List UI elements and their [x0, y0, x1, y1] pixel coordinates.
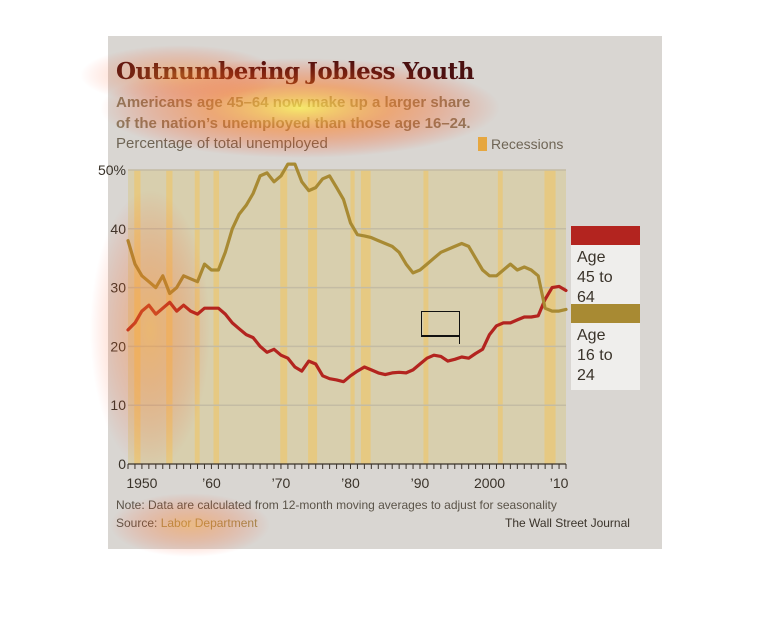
legend-label-45-64-line1: Age: [577, 249, 606, 266]
y-tick-label-30: 30: [110, 280, 126, 296]
y-tick-label-40: 40: [110, 221, 126, 237]
x-tick-label-1990: ’90: [411, 475, 430, 491]
selection-box: [421, 311, 460, 337]
x-tick-label-2000: 2000: [474, 475, 505, 491]
recession-band-3: [213, 170, 220, 464]
recession-band-10: [544, 170, 556, 464]
recession-band-7: [360, 170, 371, 464]
y-tick-label-10: 10: [110, 397, 126, 413]
y-axis-label: Percentage of total unemployed: [116, 135, 328, 152]
x-tick-label-2010: ’10: [550, 475, 569, 491]
y-tick-label-20: 20: [110, 338, 126, 354]
chart-subtitle-line-1: Americans age 45–64 now make up a larger…: [116, 94, 471, 111]
recession-band-2: [194, 170, 200, 464]
legend-label-45-64-line2: 45 to 64: [577, 269, 613, 306]
x-tick-label-1980: ’80: [341, 475, 360, 491]
x-tick-label-1960: ’60: [202, 475, 221, 491]
y-tick-label-0: 0: [118, 456, 126, 472]
source-label: Source:: [116, 516, 161, 530]
legend-label-16-24-line2: 16 to 24: [577, 347, 613, 384]
chart-subtitle-line-2: of the nation’s unemployed than those ag…: [116, 115, 471, 132]
legend-item-16-24: Age 16 to 24: [571, 304, 640, 390]
recession-band-9: [497, 170, 503, 464]
recession-band-1: [166, 170, 173, 464]
publisher-credit: The Wall Street Journal: [505, 516, 630, 530]
chart-title: Outnumbering Jobless Youth: [116, 58, 474, 85]
recession-band-8: [423, 170, 429, 464]
x-tick-label-1950: 1950: [126, 475, 157, 491]
legend-swatch-16-24: [571, 304, 640, 323]
recession-band-5: [308, 170, 318, 464]
footnote: Note: Data are calculated from 12-month …: [116, 498, 557, 512]
recession-band-4: [280, 170, 288, 464]
x-tick-label-1970: ’70: [272, 475, 291, 491]
recessions-legend: Recessions: [478, 136, 563, 152]
recession-swatch: [478, 137, 487, 151]
legend-label-16-24-line1: Age: [577, 327, 606, 344]
recessions-legend-label: Recessions: [491, 136, 564, 152]
selection-box-tick: [459, 336, 460, 344]
legend-swatch-45-64: [571, 226, 640, 245]
recession-band-6: [350, 170, 355, 464]
legend-item-45-64: Age 45 to 64: [571, 226, 640, 312]
y-tick-label-50: 50%: [98, 162, 126, 178]
source-line: Source: Labor Department: [116, 516, 257, 530]
source-value: Labor Department: [160, 516, 258, 530]
